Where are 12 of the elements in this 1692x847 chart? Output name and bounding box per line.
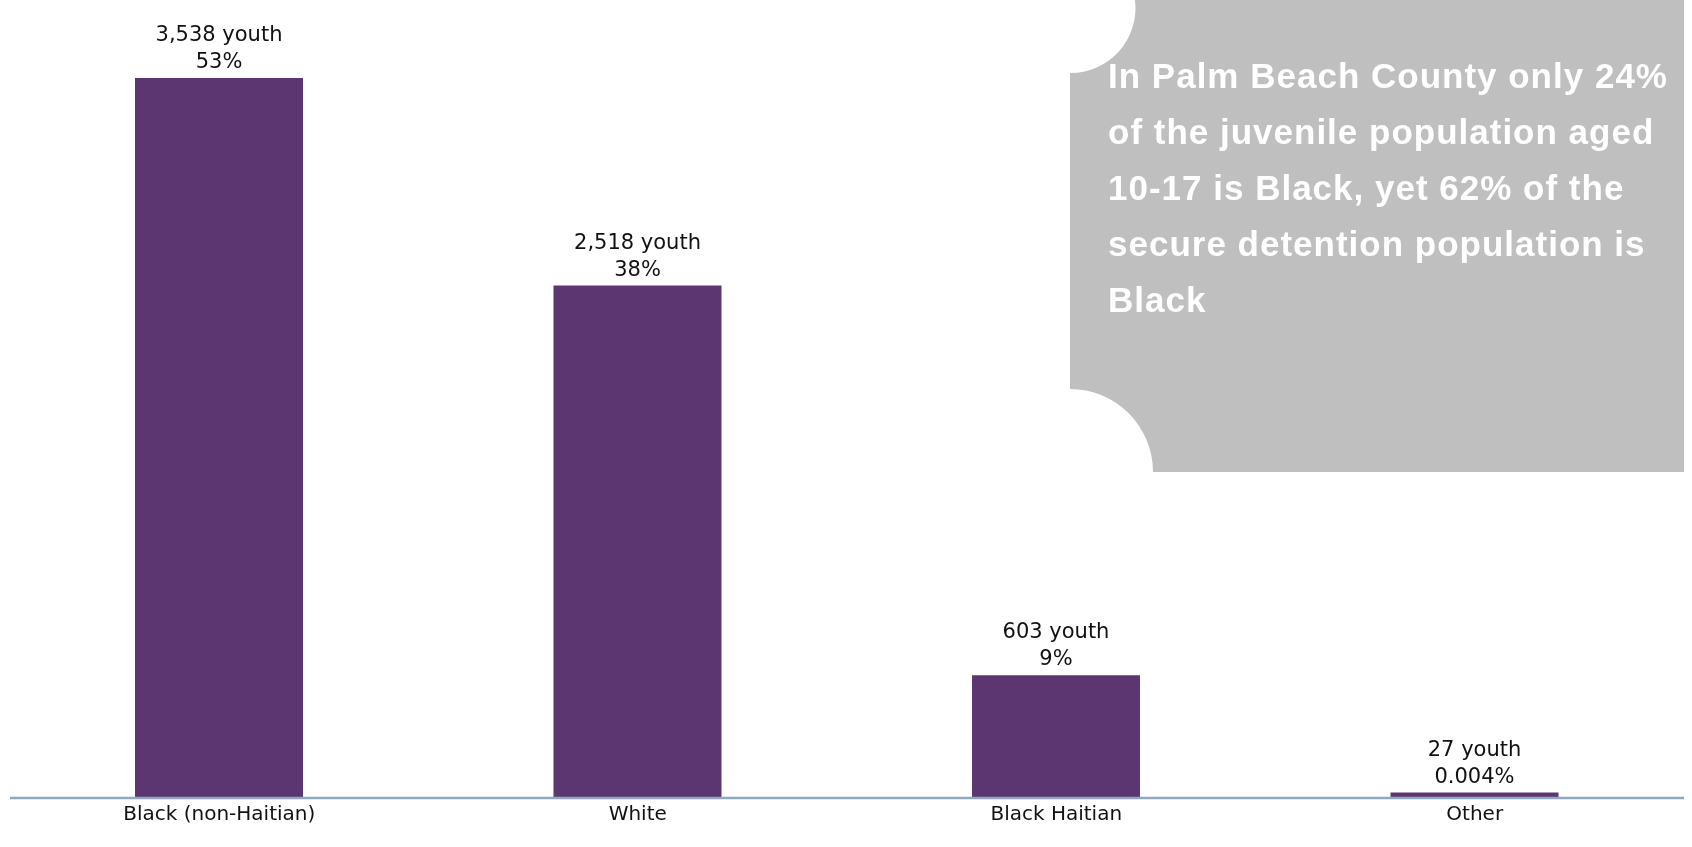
bar — [553, 285, 722, 798]
data-label: 27 youth 0.004% — [1427, 736, 1522, 788]
bar — [135, 78, 303, 798]
data-label: 603 youth 9% — [1002, 619, 1110, 671]
annotation: In Palm Beach County only 24% of the juvenile population aged 10-17 is Black, yet 62% of the secure detention population is Black — [1108, 55, 1669, 321]
data-label: 2,518 youth 38% — [574, 229, 701, 281]
x-tick-label: Other — [1446, 801, 1504, 826]
data-label: 3,538 youth 53% — [155, 22, 283, 73]
x-tick-label: Black (non-Haitian) — [123, 801, 316, 826]
x-tick-label: White — [608, 801, 667, 826]
x-tick-label: Black Haitian — [990, 801, 1123, 826]
bar — [972, 675, 1140, 798]
